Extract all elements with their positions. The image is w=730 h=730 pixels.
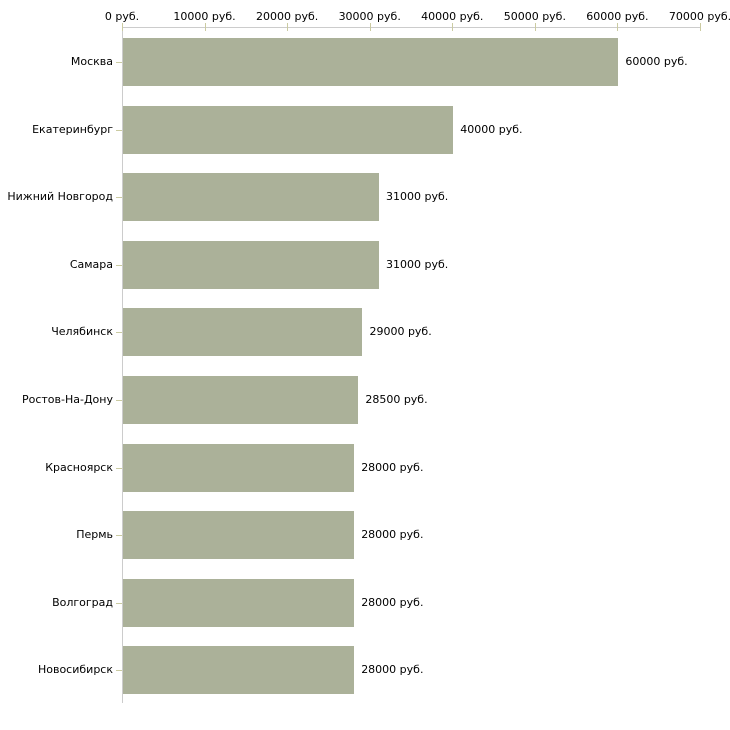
x-axis-tick [287,23,289,31]
value-label: 28000 руб. [361,460,424,474]
category-label: Волгоград [52,595,113,609]
category-label: Нижний Новгород [7,190,113,204]
y-axis-line [122,27,123,703]
chart-bar [123,173,379,222]
category-label: Ростов-На-Дону [21,393,113,406]
y-axis-tick [116,62,122,63]
value-label: 28000 руб. [361,528,424,542]
chart-bar [123,240,379,289]
x-axis-tick [617,23,619,31]
category-label: Самара [69,257,113,271]
x-axis-tick-label: 70000 руб. [668,10,730,23]
x-axis-tick [122,23,123,31]
chart-bar [123,578,355,627]
x-axis-tick [534,23,536,31]
value-label: 31000 руб. [385,257,449,271]
chart-bar [123,376,359,424]
category-label: Москва [70,55,113,68]
category-label: Челябинск [51,325,113,339]
x-axis-tick [452,23,454,31]
x-axis-tick-label: 30000 руб. [338,10,401,23]
value-label: 31000 руб. [385,190,449,204]
y-axis-tick [116,265,122,266]
chart-bar [123,38,619,86]
chart-bar [123,511,355,560]
category-label: Новосибирск [37,663,113,677]
value-label: 28500 руб. [365,393,428,406]
y-axis-tick [116,130,122,131]
y-axis-tick [116,468,122,469]
x-axis-tick [369,23,371,31]
x-axis-line [122,27,701,28]
x-axis-tick-label: 50000 руб. [503,10,566,23]
category-label: Красноярск [45,460,113,474]
value-label: 40000 руб. [460,122,523,136]
value-label: 60000 руб. [625,55,688,68]
chart-bar [123,105,454,154]
value-label: 28000 руб. [361,663,424,677]
x-axis-tick-label: 40000 руб. [421,10,484,23]
chart-bar [123,443,355,492]
category-label: Пермь [76,528,113,542]
y-axis-tick [116,535,122,536]
x-axis-tick [204,23,206,31]
y-axis-tick [116,332,122,333]
y-axis-tick [116,670,122,671]
y-axis-tick [116,400,122,401]
x-axis-tick-label: 10000 руб. [173,10,236,23]
x-axis-tick [700,23,701,31]
value-label: 28000 руб. [361,595,424,609]
value-label: 29000 руб. [369,325,432,339]
chart-bar [123,646,355,695]
x-axis-tick-label: 20000 руб. [256,10,319,23]
x-axis-tick-label: 0 руб. [104,10,140,23]
chart-bar [123,308,363,357]
x-axis-tick-label: 60000 руб. [586,10,649,23]
y-axis-tick [116,197,122,198]
category-label: Екатеринбург [32,122,113,136]
y-axis-tick [116,603,122,604]
